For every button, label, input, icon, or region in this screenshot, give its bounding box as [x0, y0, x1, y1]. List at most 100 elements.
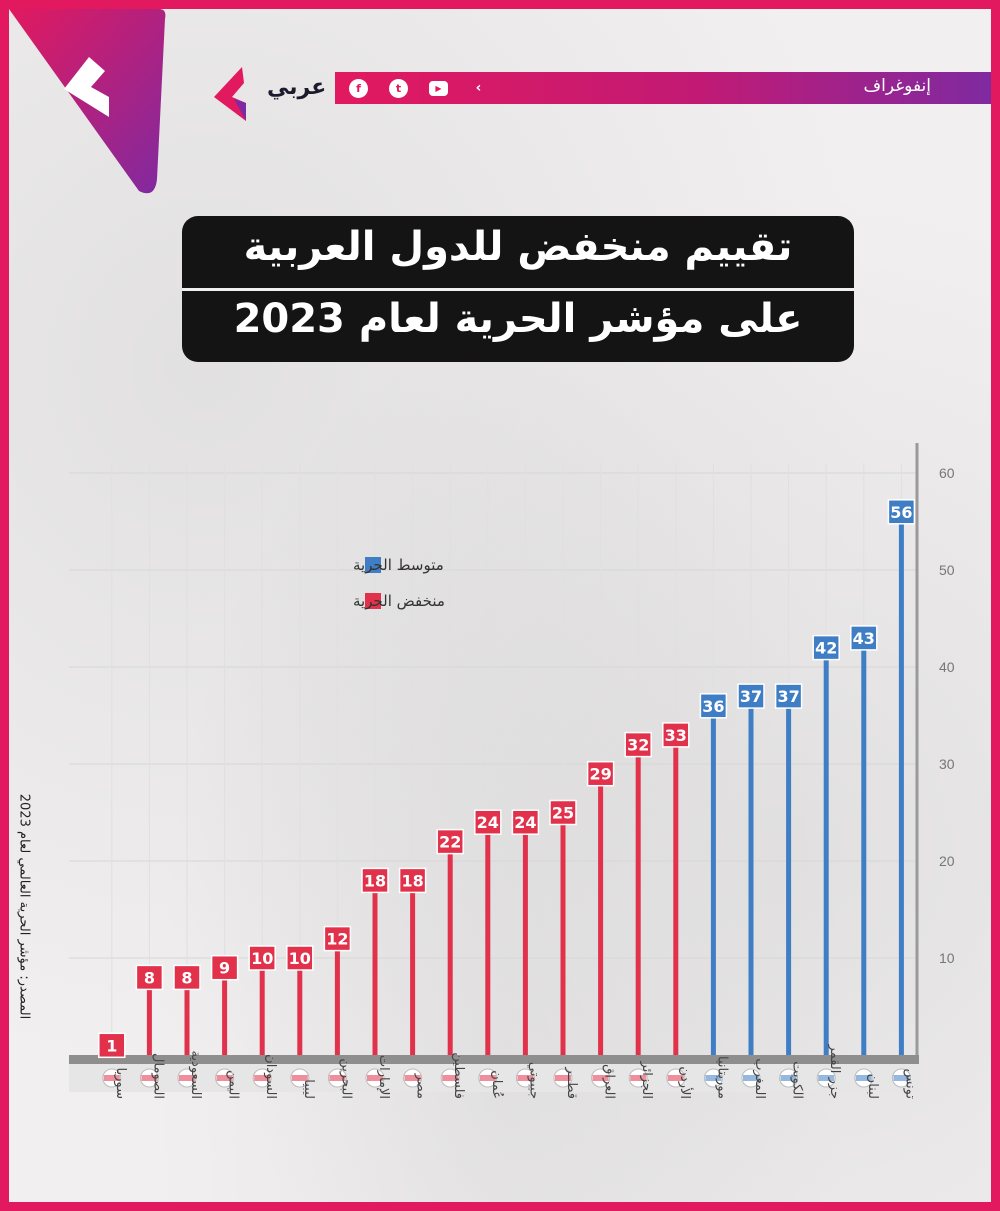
bar-value-box — [323, 925, 352, 952]
category-label: ليبيا — [301, 1079, 316, 1099]
category-label: مصر — [414, 1073, 429, 1099]
category-label: تونس — [902, 1068, 917, 1099]
bar-value-label: 18 — [364, 871, 386, 890]
bar-الإمارات — [372, 892, 378, 1055]
y-tick-label: 40 — [939, 659, 955, 675]
infographic-canvas: عربي f t ▶ ‹ إنفوغراف تقييم منخفض للدول … — [9, 9, 991, 1202]
category-label: الجزائر — [639, 1060, 654, 1099]
category-label: العراق — [602, 1064, 617, 1099]
bar-value-label: 37 — [777, 687, 799, 706]
bar-value-label: 8 — [181, 968, 192, 987]
category-label: البحرين — [338, 1058, 353, 1099]
bar-الصومال — [146, 989, 152, 1055]
bar-value-box — [210, 954, 239, 981]
baseline-shelf — [69, 1055, 919, 1064]
bar-البحرين — [334, 950, 340, 1055]
y-tick-label: 10 — [939, 950, 955, 966]
bar-chart: 10 20 30 40 50 60 متوسط الحرية منخفض الحرية 1 سور… — [69, 443, 955, 1099]
flag-stripe — [291, 1075, 308, 1081]
section-label: إنفوغراف — [863, 76, 931, 96]
bar-المغرب — [748, 708, 754, 1055]
bar-value-box — [737, 683, 765, 709]
facebook-icon[interactable]: f — [349, 79, 368, 98]
brand-arrow-icon[interactable]: ‹ — [475, 80, 482, 96]
twitter-icon[interactable]: t — [389, 79, 408, 98]
bar-ليبيا — [297, 970, 303, 1055]
bar-value-label: 42 — [815, 639, 837, 658]
flag-stripe — [555, 1075, 571, 1081]
youtube-icon[interactable]: ▶ — [429, 81, 448, 96]
flag-stripe — [103, 1075, 120, 1081]
legend-swatch — [365, 593, 381, 609]
bar-value-box — [248, 945, 276, 971]
bar-value-box — [624, 731, 652, 758]
bar-value-box — [549, 799, 577, 826]
category-label: اليمن — [226, 1070, 241, 1099]
title-line-2: على مؤشر الحرية لعام 2023 — [233, 296, 803, 342]
category-label: المغرب — [752, 1058, 767, 1099]
bar-value-box — [699, 693, 728, 719]
bar-value-label: 24 — [477, 813, 499, 832]
flag-stripe — [667, 1075, 684, 1081]
legend-label: منخفض الحرية — [353, 592, 445, 610]
bar-جيبوتي — [522, 834, 528, 1055]
bar-value-label: 1 — [106, 1036, 117, 1055]
header-bar: f t ▶ ‹ إنفوغراف — [335, 72, 991, 104]
bar-الجزائر — [635, 756, 641, 1055]
bar-عُمان — [485, 834, 491, 1055]
category-label: فلسطين — [451, 1052, 466, 1099]
bar-value-box — [98, 1032, 126, 1059]
flag-stripe — [592, 1075, 609, 1081]
bar-مصر — [410, 892, 416, 1055]
bar-value-box — [436, 828, 464, 855]
bar-value-box — [286, 945, 314, 971]
bar-value-label: 18 — [401, 871, 423, 890]
bar-value-label: 56 — [890, 503, 912, 522]
bar-value-label: 32 — [627, 736, 649, 755]
flag-stripe — [818, 1075, 835, 1081]
flag-stripe — [705, 1075, 722, 1081]
bar-value-box — [361, 867, 389, 894]
flag-stripe — [329, 1075, 346, 1081]
bar-value-box — [398, 867, 427, 894]
legend-swatch — [365, 557, 381, 573]
flag-stripe — [404, 1075, 421, 1081]
y-tick-label: 20 — [939, 853, 955, 869]
bar-value-box — [662, 722, 690, 748]
flag-stripe — [893, 1075, 910, 1081]
bar-value-label: 24 — [514, 813, 536, 832]
corner-logo — [9, 9, 166, 194]
bar-الكويت — [786, 708, 792, 1055]
y-tick-label: 30 — [939, 756, 955, 772]
bar-value-box — [812, 634, 840, 661]
flag-stripe — [141, 1075, 158, 1081]
y-tick-label: 50 — [939, 562, 955, 578]
bar-value-box — [511, 809, 540, 835]
bar-الأردن — [673, 746, 679, 1055]
category-label: الصومال — [150, 1053, 165, 1099]
flag-stripe — [855, 1075, 872, 1081]
category-label: موريتانيا — [714, 1056, 729, 1099]
flag-stripe — [780, 1075, 797, 1081]
bar-value-label: 36 — [702, 697, 724, 716]
category-label: الكويت — [790, 1061, 805, 1099]
category-label: لبنان — [865, 1074, 880, 1099]
bar-value-label: 10 — [289, 949, 311, 968]
flag-stripe — [367, 1075, 383, 1081]
title-line-1: تقييم منخفض للدول العربية — [243, 224, 793, 270]
bar-تونس — [898, 523, 904, 1055]
category-label: السودان — [263, 1054, 278, 1099]
bar-value-box — [586, 760, 615, 787]
brand-logo — [214, 67, 246, 121]
bar-value-label: 9 — [219, 959, 230, 978]
legend-label: متوسط الحرية — [353, 556, 444, 574]
bar-value-label: 25 — [552, 804, 574, 823]
bar-value-label: 10 — [251, 949, 273, 968]
bar-value-label: 43 — [853, 629, 875, 648]
bar-value-label: 33 — [665, 726, 687, 745]
bar-السودان — [259, 970, 265, 1055]
flag-stripe — [179, 1075, 195, 1081]
y-tick-label: 60 — [939, 465, 955, 481]
category-label: السعودية — [188, 1050, 203, 1099]
flag-stripe — [743, 1075, 759, 1081]
